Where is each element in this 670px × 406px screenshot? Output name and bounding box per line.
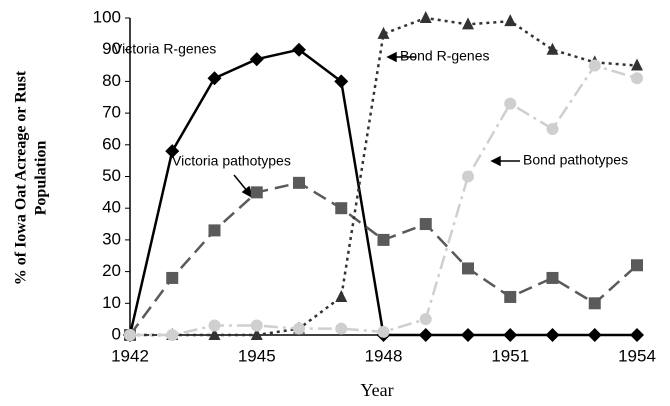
arrow-head (241, 185, 254, 199)
marker (250, 186, 263, 199)
marker (335, 322, 348, 335)
marker (461, 328, 475, 342)
y-tick-label: 20 (102, 261, 121, 280)
y-tick-label: 90 (102, 39, 121, 58)
y-tick-label: 10 (102, 293, 121, 312)
marker (249, 52, 264, 67)
marker (293, 176, 305, 189)
marker (293, 322, 305, 335)
series-line (128, 181, 638, 336)
marker (377, 233, 390, 246)
marker (208, 319, 221, 332)
marker (631, 58, 643, 71)
marker (165, 144, 180, 159)
marker (418, 328, 433, 342)
annotation-arrows (233, 51, 520, 199)
y-tick-label: 100 (93, 7, 121, 26)
y-tick-label: 50 (102, 166, 121, 185)
series-label: Victoria R-genes (113, 41, 216, 57)
marker (207, 71, 222, 86)
marker (504, 97, 517, 110)
marker (292, 42, 306, 57)
series-label: Bond pathotypes (523, 152, 628, 168)
marker (504, 14, 517, 27)
marker (546, 271, 559, 284)
y-tick-label: 0 (112, 324, 121, 343)
x-tick-label: 1948 (365, 346, 403, 365)
marker (546, 42, 559, 55)
marker (631, 72, 643, 85)
marker (419, 313, 432, 326)
marker (588, 59, 601, 72)
series-label: Victoria pathotypes (172, 153, 291, 169)
series-line (128, 48, 637, 337)
y-axis-label-line: % of Iowa Oat Acreage or Rust (13, 70, 30, 285)
arrow-head (490, 155, 501, 167)
marker (546, 122, 559, 135)
marker (208, 224, 221, 237)
x-axis-label: Year (360, 380, 393, 400)
marker (419, 218, 432, 231)
y-axis-label-line: Population (33, 141, 50, 216)
marker (631, 259, 643, 272)
marker (334, 74, 349, 89)
marker (630, 328, 644, 342)
marker (377, 26, 390, 39)
y-tick-label: 30 (102, 229, 121, 248)
marker (335, 202, 348, 215)
marker (587, 328, 602, 342)
x-tick-label: 1954 (618, 346, 656, 365)
marker (335, 289, 348, 302)
x-tick-label: 1945 (238, 346, 276, 365)
marker (250, 328, 263, 340)
marker (462, 170, 474, 183)
marker (503, 328, 518, 342)
marker (419, 11, 432, 23)
marker (377, 325, 390, 338)
marker (462, 262, 474, 275)
marker (208, 328, 221, 340)
marker (588, 297, 601, 310)
y-tick-label: 70 (102, 103, 121, 122)
marker (166, 329, 179, 341)
marker (462, 17, 474, 30)
marker (166, 271, 179, 284)
y-tick-label: 40 (102, 198, 121, 217)
y-tick-label: 80 (102, 71, 121, 90)
y-tick-label: 60 (102, 134, 121, 153)
marker (124, 329, 136, 341)
series-line (130, 64, 638, 337)
series-label: Bond R-genes (400, 48, 490, 64)
series-line (130, 16, 638, 337)
marker (545, 328, 560, 342)
y-axis-label: % of Iowa Oat Acreage or Rust Population (13, 70, 50, 285)
x-tick-label: 1942 (111, 346, 149, 365)
marker (504, 290, 517, 303)
marker (250, 319, 263, 332)
x-tick-label: 1951 (491, 346, 529, 365)
arrow-head (386, 51, 397, 63)
